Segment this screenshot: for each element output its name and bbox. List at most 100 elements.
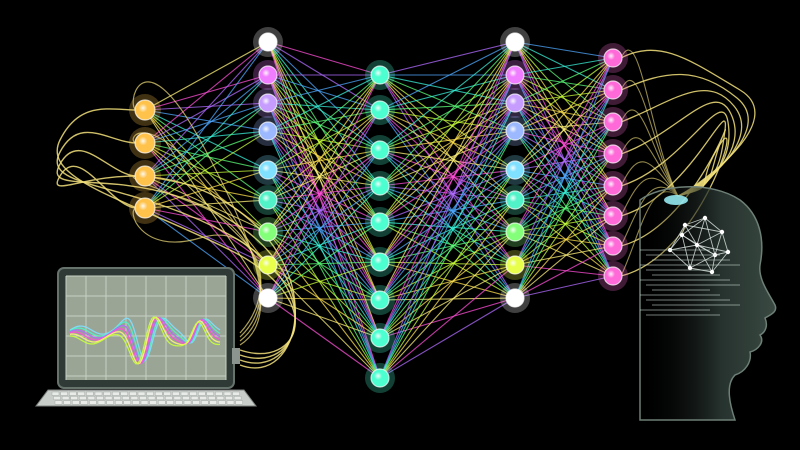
connection-line <box>267 169 381 187</box>
connection-line <box>267 149 381 233</box>
waveform-trace <box>69 316 221 365</box>
connection-line <box>144 41 269 144</box>
connection-line <box>267 199 381 223</box>
connection-line <box>267 149 381 266</box>
keyboard-key <box>96 396 104 400</box>
connection-line <box>267 185 381 233</box>
keyboard-key <box>180 391 189 396</box>
connection-line <box>379 149 516 171</box>
connection-line <box>379 74 516 171</box>
keyboard-key <box>223 391 232 396</box>
keyboard-key <box>54 400 63 405</box>
connection-line <box>379 130 516 339</box>
connection-line <box>267 297 381 339</box>
keyboard-key <box>225 396 233 400</box>
keyboard-key <box>147 396 156 400</box>
connection-line <box>379 41 516 223</box>
connection-line <box>379 74 516 223</box>
keyboard-key <box>77 391 86 396</box>
keyboard-key <box>165 396 173 400</box>
connection-line <box>267 199 381 301</box>
connection-line <box>379 74 516 263</box>
connection-line <box>514 57 614 266</box>
keyboard-key <box>114 400 123 405</box>
connection-line <box>379 130 516 151</box>
keyboard-key <box>68 391 77 396</box>
keyboard-key <box>146 391 154 396</box>
keyboard-key <box>61 396 70 400</box>
connection-line <box>514 130 614 277</box>
keyboard-key <box>182 396 190 400</box>
node-hidden-2-7 <box>365 285 395 315</box>
keyboard-key <box>94 391 103 396</box>
keyboard-key <box>157 400 166 405</box>
connection-line <box>267 109 381 171</box>
keyboard-key <box>103 391 111 396</box>
node-output-6 <box>598 201 628 231</box>
connection-line <box>514 57 614 299</box>
output-signal-loop <box>620 101 736 197</box>
network-nodes <box>129 27 628 393</box>
connection-line <box>514 102 614 247</box>
connection-line <box>267 109 381 201</box>
output-signal-loop <box>620 137 679 197</box>
output-signal-loop <box>620 109 679 197</box>
keyboard-key <box>60 391 68 396</box>
keyboard-key <box>190 396 199 400</box>
connection-line <box>144 109 269 132</box>
connection-line <box>514 57 614 76</box>
connection-line <box>267 41 381 263</box>
connection-line <box>267 199 381 379</box>
connection-line <box>267 149 381 299</box>
connection-line <box>267 74 381 233</box>
connection-line <box>379 74 516 339</box>
connection-line <box>514 199 614 277</box>
node-hidden-1-4 <box>253 116 283 146</box>
waveform-trace <box>69 317 221 364</box>
connection-line <box>379 264 516 339</box>
human-head-icon <box>639 186 777 421</box>
output-signal-loop <box>620 73 749 197</box>
connection-line <box>514 130 614 217</box>
keyboard-key <box>137 391 146 396</box>
connection-line <box>267 149 381 171</box>
connection-line <box>144 41 269 177</box>
keyboard-keys <box>51 391 243 405</box>
connection-line <box>267 74 381 223</box>
connection-line <box>514 89 614 171</box>
keyboard-key <box>156 396 164 400</box>
input-signal-loop <box>132 207 262 334</box>
connection-line <box>144 102 269 111</box>
connection-line <box>267 74 381 111</box>
brain-node <box>719 229 725 235</box>
laptop-icon <box>35 267 257 407</box>
connection-line <box>379 102 516 263</box>
keyboard-key <box>200 400 209 405</box>
head-input-port <box>664 195 688 205</box>
node-hidden-3-5 <box>500 155 530 185</box>
connection-line <box>267 264 381 379</box>
connection-line <box>267 74 381 299</box>
connection-line <box>267 74 381 263</box>
node-hidden-3-3 <box>500 88 530 118</box>
connection-line <box>267 231 381 263</box>
node-hidden-3-1 <box>500 27 530 57</box>
output-signal-loop <box>620 49 679 197</box>
connection-line <box>379 199 516 263</box>
keyboard-key <box>86 391 94 396</box>
node-hidden-3-2 <box>500 60 530 90</box>
brain-node <box>682 222 688 228</box>
signal-loops <box>56 49 756 369</box>
connection-line <box>267 149 381 201</box>
connection-line <box>379 74 516 233</box>
connection-line <box>379 102 516 223</box>
connection-line <box>379 102 516 301</box>
connection-line <box>144 207 269 233</box>
node-output-2 <box>598 75 628 105</box>
connection-lines <box>144 41 614 379</box>
connection-line <box>379 41 516 76</box>
node-output-8 <box>598 261 628 291</box>
connection-line <box>514 231 614 247</box>
connection-line <box>379 74 516 379</box>
connection-line <box>379 102 516 339</box>
